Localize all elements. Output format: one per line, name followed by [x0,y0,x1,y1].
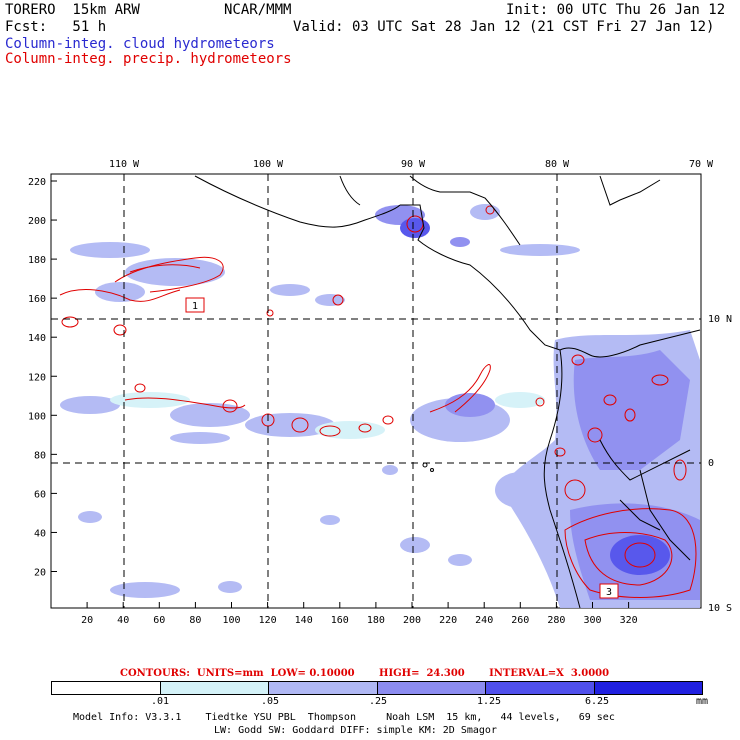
y-tick-label: 20 [34,568,46,579]
lat-label: 0 [708,458,714,469]
colorbar-segment [52,682,161,694]
x-tick-label: 200 [403,615,421,626]
lon-labels: 110 W 100 W 90 W 80 W 70 W [109,159,714,170]
contour-info: CONTOURS: UNITS=mm LOW= 0.10000 HIGH= 24… [120,668,610,679]
institution: NCAR/MMM [224,2,292,18]
x-tick-label: 60 [153,615,165,626]
colorbar-unit: mm [696,696,709,707]
lat-labels: 10 N 0 10 S [708,314,732,614]
x-tick-label: 140 [295,615,313,626]
x-tick-label: 40 [117,615,129,626]
colorbar-segment [486,682,595,694]
lat-label: 10 N [708,314,732,325]
model-info: Model Info: V3.3.1 Tiedtke YSU PBL Thomp… [73,712,615,723]
x-tick-label: 260 [511,615,529,626]
y-tick-label: 40 [34,528,46,539]
y-tick-label: 220 [28,177,46,188]
box-label-1: 1 [192,301,198,312]
x-tick-label: 280 [547,615,565,626]
y-ticks: 220 200 180 160 140 120 100 80 60 40 20 [28,177,57,579]
lat-lon-grid [51,174,701,608]
valid-time: Valid: 03 UTC Sat 28 Jan 12 (21 CST Fri … [293,19,715,35]
lat-label: 10 S [708,603,732,614]
lon-label: 110 W [109,159,140,170]
x-tick-label: 300 [583,615,601,626]
lon-label: 80 W [545,159,570,170]
y-tick-label: 160 [28,294,46,305]
x-tick-label: 220 [439,615,457,626]
box-labels: 1 3 [185,297,619,599]
init-time: Init: 00 UTC Thu 26 Jan 12 [506,2,726,18]
box-label-3: 3 [606,587,612,598]
x-tick-label: 120 [259,615,277,626]
y-tick-label: 60 [34,489,46,500]
x-tick-label: 180 [367,615,385,626]
colorbar-segment [377,682,486,694]
x-tick-label: 100 [222,615,240,626]
field-precip-hydrometeors: Column-integ. precip. hydrometeors [5,51,292,67]
colorbar-segment [594,682,702,694]
colorbar-label: 1.25 [477,696,502,707]
colorbar-label: 6.25 [585,696,610,707]
lon-label: 90 W [401,159,426,170]
x-ticks: 20 40 60 80 100 120 140 160 180 200 220 240 260 280 30… [81,602,638,626]
lon-label: 70 W [689,159,714,170]
y-tick-label: 80 [34,450,46,461]
colorbar [51,681,703,695]
coastlines [194,175,701,609]
x-tick-label: 240 [475,615,493,626]
x-tick-label: 320 [620,615,638,626]
model-physics: LW: Godd SW: Goddard DIFF: simple KM: 2D… [214,725,497,736]
x-tick-label: 80 [189,615,201,626]
colorbar-segment [160,682,269,694]
y-tick-label: 200 [28,216,46,227]
lon-label: 100 W [253,159,284,170]
cloud-shading [60,204,700,608]
colorbar-label: .01 [151,696,170,707]
x-tick-label: 160 [331,615,349,626]
y-tick-label: 100 [28,411,46,422]
forecast-hour: Fcst: 51 h [5,19,107,35]
y-tick-label: 180 [28,255,46,266]
model-name: TORERO 15km ARW [5,2,140,18]
y-tick-label: 140 [28,333,46,344]
y-tick-label: 120 [28,372,46,383]
x-tick-label: 20 [81,615,93,626]
colorbar-label: .05 [261,696,280,707]
field-cloud-hydrometeors: Column-integ. cloud hydrometeors [5,36,275,52]
colorbar-segment [269,682,378,694]
colorbar-label: .25 [369,696,388,707]
